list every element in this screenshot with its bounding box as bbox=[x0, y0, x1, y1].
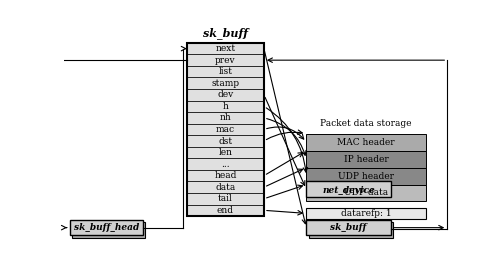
Text: end: end bbox=[217, 206, 234, 215]
Bar bbox=[306, 134, 426, 151]
Bar bbox=[187, 170, 264, 181]
Text: list: list bbox=[218, 67, 232, 76]
Text: tail: tail bbox=[218, 194, 233, 203]
Text: dev: dev bbox=[218, 90, 234, 99]
Bar bbox=[70, 220, 143, 235]
Text: IP header: IP header bbox=[344, 155, 388, 164]
Bar bbox=[187, 158, 264, 170]
Bar bbox=[187, 89, 264, 101]
Bar bbox=[187, 193, 264, 204]
Bar bbox=[187, 135, 264, 147]
Text: stamp: stamp bbox=[212, 79, 240, 88]
Text: datarefp: 1: datarefp: 1 bbox=[340, 209, 392, 218]
Bar bbox=[306, 208, 426, 219]
Text: nh: nh bbox=[220, 113, 232, 122]
Bar bbox=[187, 147, 264, 158]
Bar bbox=[187, 43, 264, 216]
Bar bbox=[306, 220, 391, 235]
Bar bbox=[306, 167, 426, 185]
Text: data: data bbox=[216, 183, 236, 192]
Bar bbox=[308, 222, 394, 238]
Bar bbox=[72, 222, 146, 238]
Bar bbox=[187, 54, 264, 66]
Text: sk_buff: sk_buff bbox=[203, 27, 248, 39]
Bar bbox=[187, 43, 264, 54]
Text: sk_buff: sk_buff bbox=[330, 223, 367, 232]
Bar bbox=[187, 124, 264, 135]
Text: mac: mac bbox=[216, 125, 235, 134]
Bar bbox=[187, 204, 264, 216]
Text: head: head bbox=[214, 171, 236, 180]
Bar bbox=[187, 78, 264, 89]
Bar bbox=[306, 151, 426, 167]
Text: len: len bbox=[218, 148, 232, 157]
Text: net_device: net_device bbox=[322, 185, 375, 194]
Bar bbox=[187, 181, 264, 193]
Text: ...: ... bbox=[221, 160, 230, 169]
Text: MAC header: MAC header bbox=[337, 138, 395, 147]
Text: UDP data: UDP data bbox=[344, 188, 388, 197]
Text: UDP header: UDP header bbox=[338, 172, 394, 181]
Bar bbox=[187, 101, 264, 112]
Bar bbox=[187, 112, 264, 124]
Text: sk_buff_head: sk_buff_head bbox=[74, 223, 139, 232]
Bar bbox=[187, 66, 264, 78]
Bar bbox=[306, 185, 426, 202]
Text: h: h bbox=[222, 102, 228, 111]
Bar bbox=[308, 184, 394, 199]
Text: prev: prev bbox=[215, 56, 236, 65]
Bar bbox=[306, 181, 391, 197]
Text: dst: dst bbox=[218, 137, 232, 146]
Text: Packet data storage: Packet data storage bbox=[320, 118, 412, 128]
Text: next: next bbox=[216, 44, 236, 53]
